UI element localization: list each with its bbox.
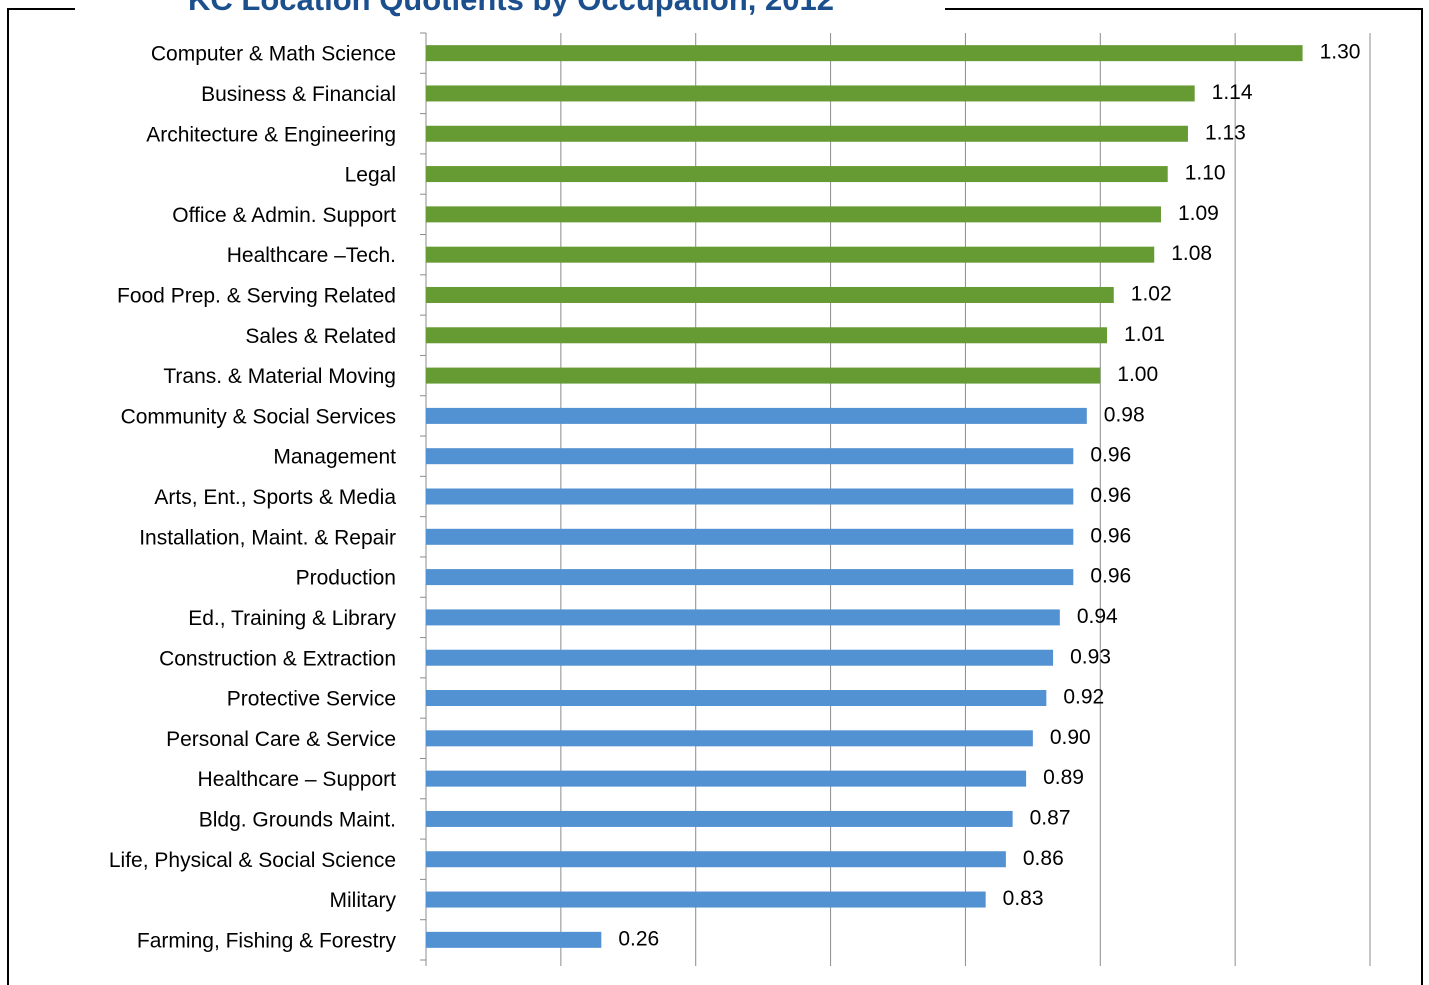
y-tick-label: Business & Financial (201, 83, 396, 106)
data-label: 0.93 (1070, 645, 1111, 668)
chart-title: KC Location Quotients by Occupation, 201… (188, 0, 834, 17)
bar (426, 609, 1060, 626)
y-tick-label: Production (296, 567, 396, 590)
data-label: 0.96 (1090, 444, 1131, 467)
data-label: 1.13 (1205, 121, 1246, 144)
data-label: 1.30 (1320, 41, 1361, 64)
data-label: 0.96 (1090, 484, 1131, 507)
bar (426, 327, 1108, 344)
y-tick-label: Management (273, 446, 396, 469)
data-label: 0.94 (1077, 605, 1118, 628)
bar (426, 166, 1168, 183)
data-label: 0.96 (1090, 565, 1131, 588)
bar (426, 246, 1155, 263)
bar (426, 45, 1303, 62)
bar (426, 690, 1047, 707)
data-label: 0.90 (1050, 726, 1091, 749)
bar (426, 488, 1074, 505)
bar (426, 286, 1114, 303)
y-tick-label: Architecture & Engineering (146, 123, 396, 146)
bar (426, 931, 602, 948)
frame (7, 8, 1423, 985)
data-label: 0.87 (1030, 806, 1071, 829)
y-tick-label: Life, Physical & Social Science (109, 849, 396, 872)
data-label: 0.26 (618, 927, 659, 950)
y-tick-label: Military (330, 889, 397, 912)
data-label: 1.09 (1178, 202, 1219, 225)
bar (426, 770, 1027, 787)
y-tick-label: Healthcare – Support (198, 768, 397, 791)
y-tick-label: Personal Care & Service (166, 728, 396, 751)
data-label: 1.08 (1171, 242, 1212, 265)
y-tick-label: Community & Social Services (121, 405, 396, 428)
y-tick-label: Protective Service (227, 688, 396, 711)
data-label: 1.00 (1117, 363, 1158, 386)
bar (426, 569, 1074, 586)
data-label: 0.98 (1104, 403, 1145, 426)
data-label: 0.96 (1090, 524, 1131, 547)
bar (426, 125, 1188, 142)
bar (426, 85, 1195, 102)
bar (426, 810, 1013, 827)
bar (426, 649, 1054, 666)
bar (426, 528, 1074, 545)
y-tick-label: Installation, Maint. & Repair (139, 526, 396, 549)
data-label: 0.89 (1043, 766, 1084, 789)
bar (426, 206, 1161, 223)
y-tick-label: Office & Admin. Support (172, 204, 396, 227)
y-tick-label: Bldg. Grounds Maint. (199, 808, 396, 831)
data-label: 1.01 (1124, 323, 1165, 346)
bar (426, 730, 1033, 747)
y-tick-label: Legal (345, 164, 396, 187)
y-tick-label: Ed., Training & Library (188, 607, 396, 630)
y-tick-label: Computer & Math Science (151, 43, 396, 66)
y-tick-label: Arts, Ent., Sports & Media (154, 486, 396, 509)
bar (426, 407, 1087, 424)
bar (426, 851, 1006, 868)
y-tick-label: Food Prep. & Serving Related (117, 285, 396, 308)
bar (426, 367, 1101, 384)
y-tick-label: Farming, Fishing & Forestry (137, 929, 397, 952)
y-tick-label: Healthcare –Tech. (227, 244, 396, 267)
bar (426, 448, 1074, 465)
data-label: 1.02 (1131, 283, 1172, 306)
bar (426, 891, 986, 908)
y-tick-label: Sales & Related (245, 325, 396, 348)
data-label: 0.83 (1003, 887, 1044, 910)
data-label: 1.10 (1185, 162, 1226, 185)
y-tick-label: Construction & Extraction (159, 647, 396, 670)
data-label: 0.86 (1023, 847, 1064, 870)
data-label: 1.14 (1212, 81, 1253, 104)
data-label: 0.92 (1063, 686, 1104, 709)
y-tick-label: Trans. & Material Moving (163, 365, 396, 388)
